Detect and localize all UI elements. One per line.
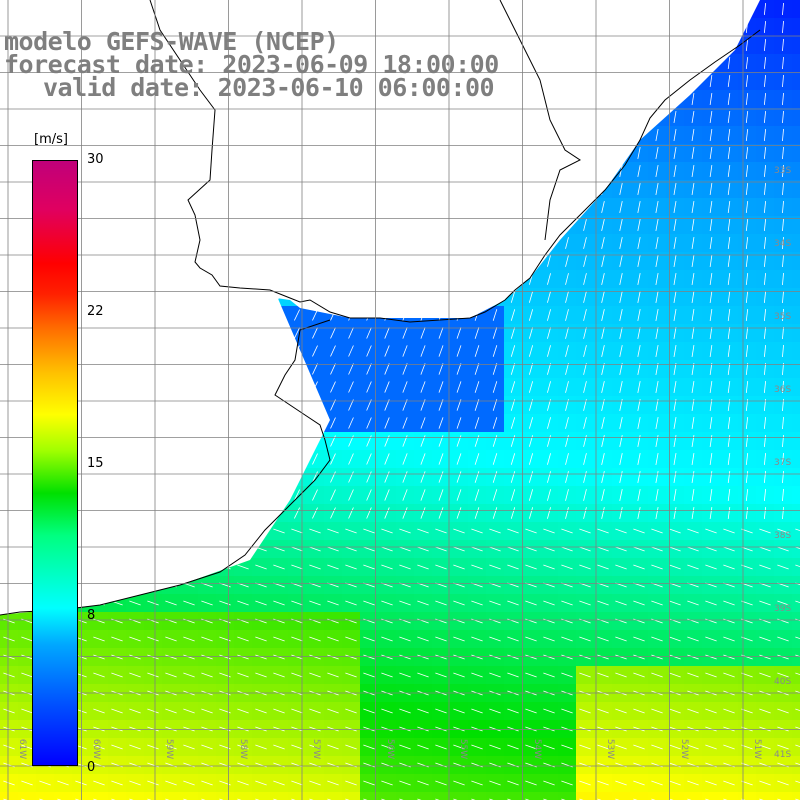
legend-tick-30: 30 xyxy=(87,152,104,167)
legend-tick-22: 22 xyxy=(87,304,104,319)
latitude-label: 38S xyxy=(774,531,792,541)
longitude-label: 58W xyxy=(237,738,248,760)
longitude-label: 56W xyxy=(384,738,395,760)
latitude-label: 34S xyxy=(774,239,792,249)
latitude-label: 40S xyxy=(774,677,792,687)
latitude-label: 36S xyxy=(774,385,792,395)
latitude-label: 37S xyxy=(774,458,792,468)
longitude-label: 57W xyxy=(311,738,322,760)
longitude-label: 54W xyxy=(531,738,542,760)
latitude-label: 35S xyxy=(774,312,792,322)
legend-tick-0: 0 xyxy=(87,760,96,775)
legend-unit-label: [m/s] xyxy=(34,132,68,147)
model-title: modelo GEFS-WAVE (NCEP) xyxy=(4,27,339,56)
legend-tick-8: 8 xyxy=(87,608,96,623)
forecast-date: forecast date: 2023-06-09 18:00:00 xyxy=(4,50,499,79)
longitude-label: 55W xyxy=(458,738,469,760)
latitude-label: 33S xyxy=(774,166,792,176)
longitude-label: 53W xyxy=(605,738,616,760)
valid-date: valid date: 2023-06-10 06:00:00 xyxy=(43,73,495,102)
color-scale-bar xyxy=(32,160,78,766)
longitude-label: 52W xyxy=(678,738,689,760)
longitude-label: 61W xyxy=(17,738,28,760)
longitude-label: 60W xyxy=(90,738,101,760)
latitude-label: 39S xyxy=(774,604,792,614)
longitude-label: 59W xyxy=(164,738,175,760)
legend-tick-15: 15 xyxy=(87,456,104,471)
longitude-label: 51W xyxy=(752,738,763,760)
coastline xyxy=(0,0,761,616)
latitude-label: 41S xyxy=(774,750,792,760)
